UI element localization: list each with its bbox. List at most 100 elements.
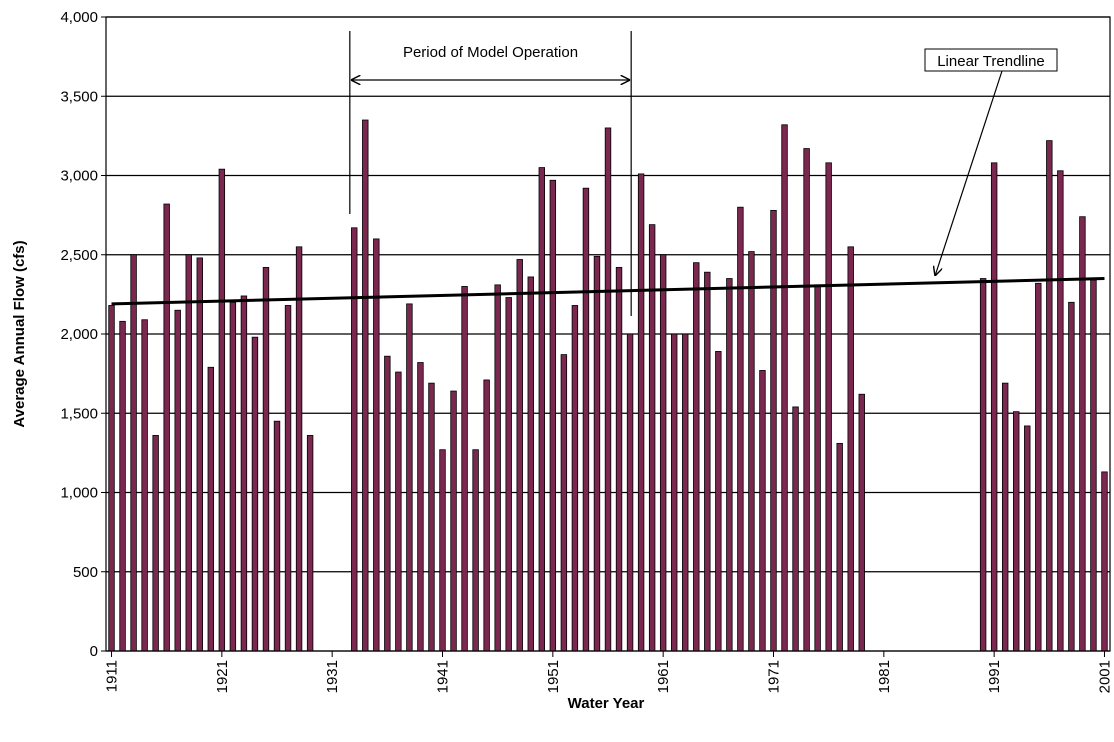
- bar: [858, 393, 865, 652]
- bar: [1024, 425, 1031, 652]
- bar: [373, 238, 380, 652]
- bar: [108, 305, 115, 652]
- y-tick-label: 1,500: [60, 405, 98, 422]
- bar: [560, 354, 568, 652]
- plot-frame: [105, 16, 1111, 652]
- bar: [174, 309, 181, 652]
- x-axis-title: Water Year: [568, 695, 645, 712]
- bar: [1046, 140, 1053, 652]
- bar: [803, 148, 810, 652]
- bar: [505, 297, 512, 652]
- y-tick-label: 3,500: [60, 88, 98, 105]
- bar: [251, 336, 259, 652]
- bar: [185, 254, 192, 652]
- y-tick-label: 4,000: [60, 9, 98, 26]
- bar: [1057, 170, 1064, 652]
- bar: [1013, 411, 1020, 652]
- bar: [781, 124, 788, 652]
- bar: [439, 449, 446, 652]
- bar: [284, 305, 292, 652]
- x-tick-label: 1911: [104, 660, 121, 692]
- x-tick-label: 1931: [324, 660, 341, 693]
- bar: [196, 257, 203, 652]
- bar: [273, 420, 281, 652]
- bar: [262, 267, 270, 652]
- x-tick-label: 1961: [655, 660, 672, 693]
- bar: [1079, 216, 1086, 652]
- bar: [384, 355, 391, 652]
- bar: [1001, 382, 1009, 652]
- bar: [306, 435, 314, 652]
- bar: [704, 271, 711, 652]
- x-tick-label: 1941: [435, 660, 452, 693]
- x-tick-label: 1951: [545, 660, 562, 693]
- x-tick-label: 1991: [986, 660, 1003, 693]
- bar: [461, 286, 468, 652]
- bar: [1090, 279, 1097, 652]
- bar: [218, 168, 226, 652]
- bar: [593, 255, 601, 652]
- y-tick-label: 0: [90, 643, 98, 660]
- bar: [483, 379, 490, 652]
- bar: [582, 187, 590, 652]
- y-tick-label: 500: [73, 564, 98, 581]
- bar: [770, 209, 777, 652]
- bar: [207, 366, 215, 652]
- y-tick-label: 2,500: [60, 247, 98, 264]
- bar: [715, 351, 722, 652]
- bar: [814, 284, 821, 652]
- bar: [682, 333, 689, 652]
- bar: [395, 371, 402, 652]
- bar: [615, 267, 623, 652]
- bar: [163, 203, 170, 652]
- bar: [141, 319, 148, 652]
- bar: [1035, 282, 1042, 652]
- period-label: Period of Model Operation: [403, 44, 578, 61]
- x-tick-label: 1971: [765, 660, 782, 693]
- bar: [670, 333, 678, 652]
- y-tick-label: 3,000: [60, 168, 98, 185]
- bar: [450, 390, 457, 652]
- bar: [748, 251, 755, 652]
- bar: [351, 227, 358, 652]
- bar: [295, 246, 303, 652]
- bar: [527, 276, 534, 652]
- x-tick-label: 2001: [1096, 660, 1113, 693]
- bar: [626, 333, 634, 652]
- x-tick-label: 1981: [876, 660, 893, 693]
- x-tick-label: 1921: [214, 660, 231, 693]
- bar: [792, 406, 799, 652]
- bar: [538, 167, 546, 652]
- bar: [693, 262, 700, 652]
- trendline-label: Linear Trendline: [937, 53, 1045, 70]
- bar: [428, 382, 435, 652]
- bar: [229, 301, 237, 652]
- bar: [152, 435, 159, 652]
- bar: [836, 442, 843, 652]
- bar: [119, 320, 126, 652]
- bar: [604, 127, 612, 652]
- bar: [659, 254, 667, 652]
- bar: [637, 173, 645, 652]
- trendline-arrow: [935, 70, 1003, 276]
- bar: [472, 449, 479, 652]
- bar: [979, 278, 987, 652]
- bar: [759, 370, 766, 652]
- bar: [737, 206, 744, 652]
- bar: [516, 259, 523, 652]
- bar: [825, 162, 832, 652]
- y-tick-label: 2,000: [60, 326, 98, 343]
- bar: [130, 254, 137, 652]
- bar: [1068, 301, 1075, 652]
- bar: [362, 119, 369, 652]
- bar: [549, 179, 557, 652]
- y-axis-title: Average Annual Flow (cfs): [11, 240, 28, 427]
- bar: [571, 305, 579, 652]
- bar: [494, 284, 501, 652]
- trendline-label-box: [924, 48, 1058, 72]
- bar: [990, 162, 998, 652]
- bar: [847, 246, 854, 652]
- bar: [240, 295, 248, 652]
- bar: [726, 278, 733, 652]
